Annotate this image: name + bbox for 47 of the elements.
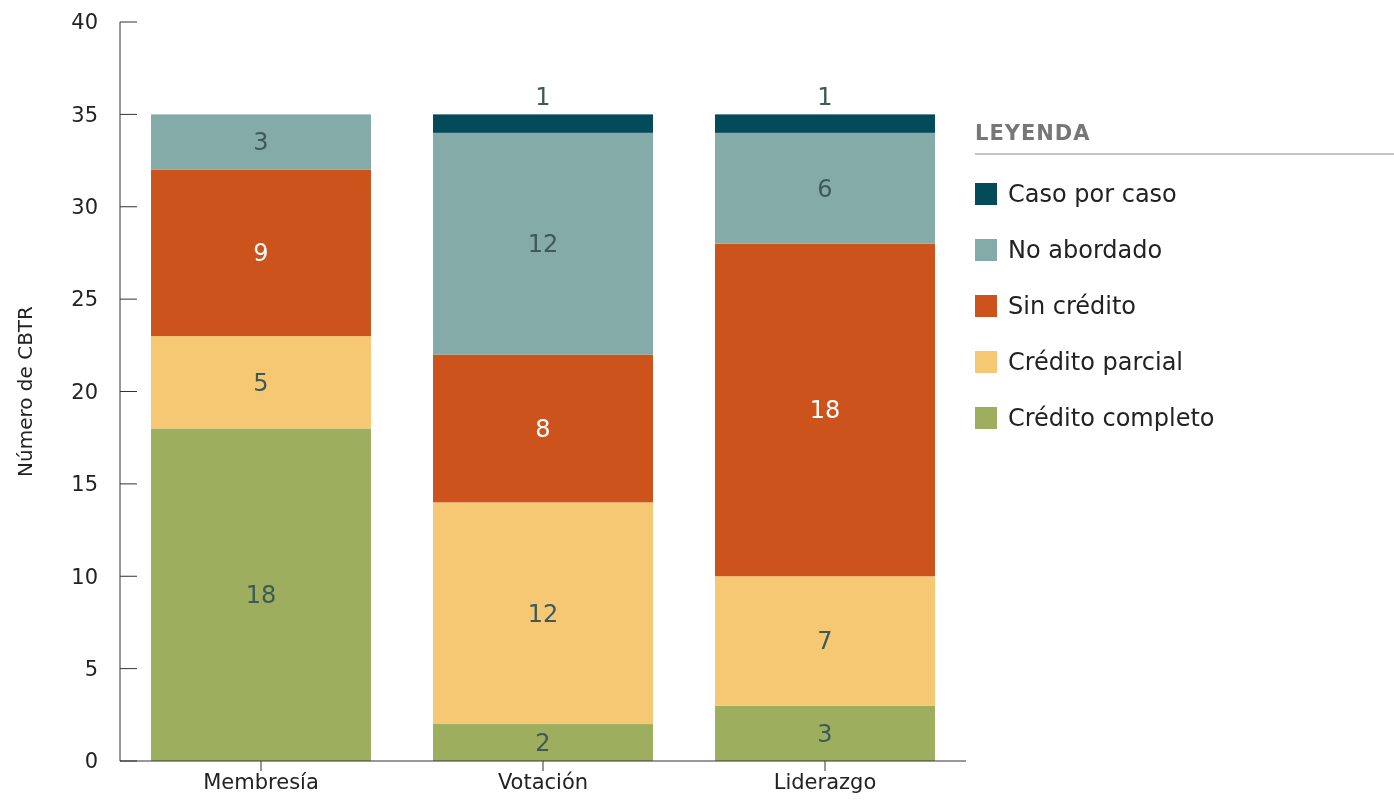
data-label: 12 bbox=[527, 230, 559, 259]
bar bbox=[433, 354, 653, 503]
y-tick-label: 10 bbox=[71, 564, 98, 589]
data-label: 3 bbox=[817, 719, 833, 748]
data-label: 7 bbox=[817, 627, 833, 656]
bar bbox=[151, 169, 371, 337]
data-label: 1 bbox=[817, 82, 833, 111]
data-label: 8 bbox=[535, 414, 551, 443]
data-label: 2 bbox=[535, 728, 551, 757]
data-label: 9 bbox=[253, 239, 269, 268]
bar bbox=[433, 724, 653, 761]
bar bbox=[433, 502, 653, 725]
legend-label: Crédito parcial bbox=[1008, 348, 1184, 377]
data-label: 6 bbox=[817, 174, 833, 203]
legend-title: LEYENDA bbox=[975, 121, 1091, 145]
x-tick-label: Liderazgo bbox=[773, 770, 877, 794]
bar bbox=[151, 336, 371, 429]
bar bbox=[433, 132, 653, 355]
data-label: 5 bbox=[253, 368, 269, 397]
data-label: 1 bbox=[535, 82, 551, 111]
x-tick-label: Membresía bbox=[203, 770, 319, 794]
bar bbox=[715, 576, 935, 706]
y-tick-label: 35 bbox=[71, 102, 98, 127]
y-axis-title: Número de CBTR bbox=[13, 305, 37, 477]
legend-label: Sin crédito bbox=[1008, 292, 1137, 321]
legend-label: Crédito completo bbox=[1008, 404, 1215, 433]
bar bbox=[715, 243, 935, 577]
bar bbox=[151, 428, 371, 761]
legend-label: No abordado bbox=[1008, 236, 1163, 265]
y-tick-label: 0 bbox=[84, 749, 98, 774]
y-tick-label: 20 bbox=[71, 379, 98, 404]
data-label: 12 bbox=[527, 599, 559, 628]
y-tick-label: 30 bbox=[71, 195, 98, 220]
y-tick-label: 5 bbox=[84, 656, 98, 681]
y-tick-label: 15 bbox=[71, 472, 98, 497]
data-label: 18 bbox=[245, 581, 277, 610]
bar bbox=[715, 114, 935, 133]
bar bbox=[715, 132, 935, 244]
bar bbox=[151, 114, 371, 170]
x-tick-label: Votación bbox=[497, 770, 589, 794]
legend-label: Caso por caso bbox=[1008, 180, 1177, 209]
y-tick-label: 40 bbox=[71, 10, 98, 35]
data-label: 3 bbox=[253, 128, 269, 157]
bar bbox=[433, 114, 653, 133]
y-tick-label: 25 bbox=[71, 287, 98, 312]
bar bbox=[715, 705, 935, 761]
data-label: 18 bbox=[809, 396, 841, 425]
